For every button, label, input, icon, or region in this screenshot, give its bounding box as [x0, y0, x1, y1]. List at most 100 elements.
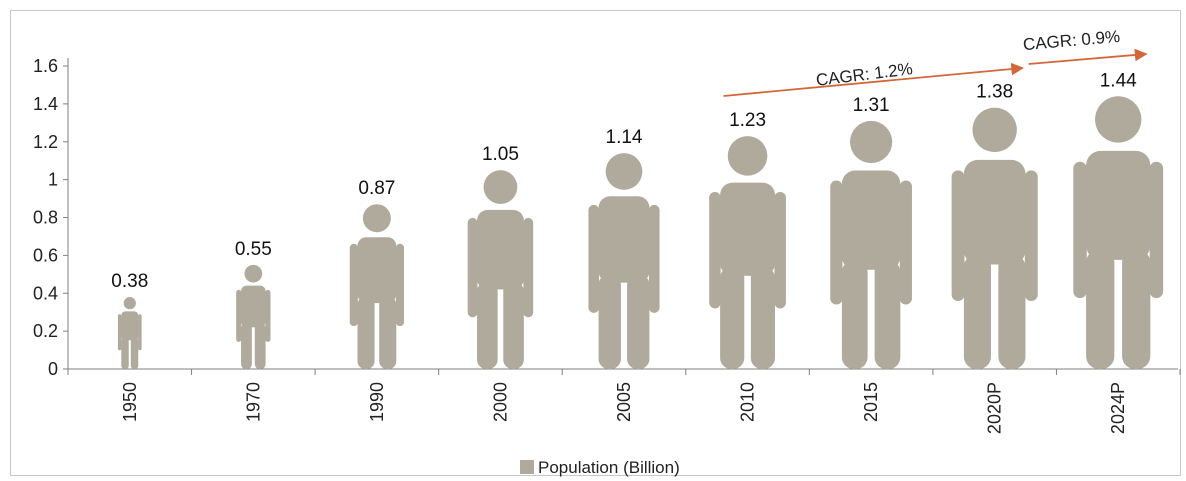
person-figure	[588, 153, 660, 369]
figure-right-arm	[265, 289, 271, 342]
figure-left-arm	[117, 314, 122, 351]
figure-head	[362, 204, 391, 233]
figure-right-leg	[130, 337, 139, 369]
data-label: 1.44	[1100, 70, 1137, 91]
y-tick-label: 0	[48, 359, 58, 379]
figure-left-leg	[720, 266, 745, 369]
y-tick-label: 0.4	[33, 283, 58, 303]
figure-left-arm	[588, 204, 600, 313]
figure-head	[483, 170, 518, 204]
person-figure	[830, 120, 912, 369]
x-axis: 1950 1970 1990 2000 2005 2010 2015 2020P 2024P	[67, 368, 1181, 434]
x-tick-label: 2024P	[1108, 382, 1128, 434]
figure-left-leg	[241, 323, 252, 369]
figure-left-arm	[1073, 161, 1087, 299]
cagr-label: CAGR: 1.2%	[815, 59, 914, 90]
x-tick-label: 1950	[120, 382, 140, 422]
figure-head	[244, 264, 263, 283]
x-tick-label: 1970	[243, 382, 263, 422]
figure-head	[605, 153, 643, 190]
figure-right-arm	[523, 217, 534, 318]
figure-right-arm	[774, 191, 786, 309]
figure-left-arm	[951, 170, 965, 302]
person-figure	[117, 297, 142, 369]
person-figure	[236, 264, 271, 369]
figure-left-arm	[830, 180, 843, 305]
person-figure	[349, 204, 405, 369]
figure-torso	[963, 159, 1026, 265]
y-tick-label: 1.2	[33, 132, 58, 152]
figure-left-leg	[963, 254, 991, 369]
population-figures	[117, 96, 1164, 369]
legend-swatch	[520, 460, 534, 474]
x-tick-label: 2000	[490, 382, 510, 422]
person-figure	[951, 107, 1038, 369]
figure-right-arm	[648, 204, 660, 313]
data-label: 1.23	[729, 110, 766, 131]
x-tick-label: 2005	[614, 382, 634, 422]
figure-right-leg	[627, 274, 650, 369]
y-tick-label: 0.2	[33, 321, 58, 341]
figure-torso	[720, 182, 775, 276]
figure-left-leg	[357, 296, 375, 369]
figure-right-leg	[254, 323, 266, 369]
person-figure	[709, 136, 786, 369]
cagr-arrow	[1028, 48, 1148, 65]
figure-right-leg	[379, 296, 397, 369]
person-figure	[467, 170, 534, 369]
y-tick-label: 1.4	[33, 94, 58, 114]
x-tick-label: 1990	[367, 382, 387, 422]
figure-torso	[1086, 150, 1151, 260]
figure-right-leg	[874, 260, 901, 369]
x-tick-label: 2015	[861, 382, 881, 422]
data-label: 1.14	[606, 127, 643, 148]
figure-torso	[841, 170, 901, 270]
figure-right-arm	[1024, 170, 1038, 302]
figure-right-leg	[750, 266, 775, 369]
y-tick-label: 1.6	[33, 56, 58, 76]
figure-head	[850, 120, 893, 164]
data-labels: 0.38 0.55 0.87 1.05 1.14 1.23 1.31 1.38 1.44	[111, 70, 1137, 292]
figure-left-arm	[467, 217, 478, 318]
person-figure	[1073, 96, 1164, 369]
figure-left-leg	[121, 337, 129, 369]
figure-right-leg	[998, 254, 1026, 369]
cagr-arrow	[723, 62, 1024, 97]
figure-left-arm	[236, 289, 242, 342]
figure-head	[123, 297, 136, 310]
data-label: 0.55	[235, 239, 272, 260]
figure-torso	[357, 237, 397, 304]
figure-torso	[241, 285, 266, 328]
x-tick-label: 2010	[738, 382, 758, 422]
figure-right-arm	[395, 243, 405, 327]
legend: Population (Billion)	[520, 458, 680, 477]
figure-torso	[121, 311, 139, 341]
cagr-annotations: CAGR: 1.2% CAGR: 0.9%	[723, 27, 1148, 97]
figure-right-arm	[899, 180, 912, 305]
x-tick-label: 2020P	[985, 382, 1005, 434]
figure-left-leg	[1086, 249, 1115, 369]
data-label: 1.38	[976, 82, 1013, 103]
figure-left-arm	[709, 191, 721, 309]
figure-torso	[598, 196, 650, 283]
figure-left-leg	[841, 260, 868, 369]
data-label: 0.87	[358, 178, 395, 199]
figure-head	[727, 136, 768, 176]
figure-left-arm	[349, 243, 358, 327]
figure-head	[1095, 96, 1142, 143]
figure-left-leg	[477, 281, 498, 369]
figure-right-arm	[1149, 161, 1164, 299]
chart-frame	[10, 10, 1181, 476]
data-label: 0.38	[111, 271, 148, 292]
data-label: 1.05	[482, 144, 519, 165]
figure-right-leg	[503, 281, 524, 369]
y-tick-label: 0.6	[33, 245, 58, 265]
y-tick-label: 0.8	[33, 208, 58, 228]
legend-label: Population (Billion)	[538, 458, 680, 477]
figure-right-leg	[1122, 249, 1151, 369]
y-axis: 0 0.2 0.4 0.6 0.8 1 1.2 1.4 1.6	[33, 56, 69, 379]
figure-head	[972, 107, 1017, 153]
cagr-label: CAGR: 0.9%	[1022, 27, 1121, 54]
